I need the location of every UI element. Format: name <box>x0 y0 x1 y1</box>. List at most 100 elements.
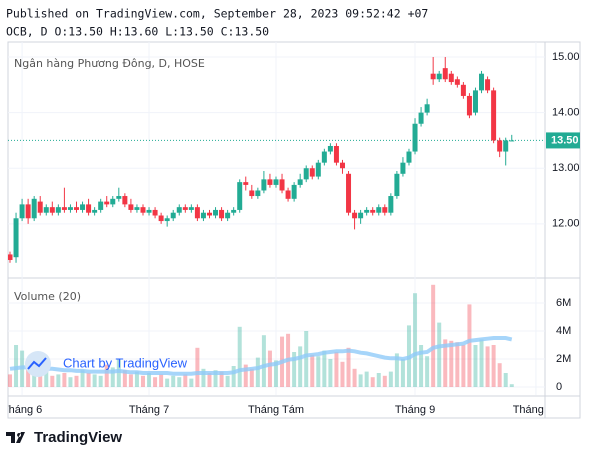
candle-body <box>67 207 73 210</box>
volume-bar <box>195 347 200 387</box>
candle-body <box>485 79 491 91</box>
volume-bar <box>419 345 424 387</box>
x-tick-label: Tháng 6 <box>2 404 42 416</box>
volume-bar <box>449 340 454 387</box>
volume-bar <box>110 367 115 387</box>
v-tick-label: 2M <box>556 353 571 365</box>
candle-body <box>303 168 309 180</box>
candle-body <box>243 182 249 185</box>
v-tick-label: 6M <box>556 297 571 309</box>
volume-ma-line <box>9 336 513 376</box>
volume-bar <box>116 359 121 387</box>
volume-bar <box>183 374 188 387</box>
x-tick-label: Tháng 9 <box>395 404 435 416</box>
volume-bar <box>159 374 164 387</box>
candle-body <box>267 179 273 185</box>
volume-title: Volume (20) <box>14 290 81 303</box>
candle-body <box>249 190 255 197</box>
candle-body <box>122 196 128 205</box>
candle-body <box>321 151 327 163</box>
candle-body <box>279 179 285 191</box>
candle-body <box>8 254 13 260</box>
candle-body <box>237 182 243 210</box>
candle-body <box>388 196 394 213</box>
volume-bar <box>425 356 430 387</box>
volume-bar <box>316 356 321 387</box>
volume-bar <box>207 373 212 387</box>
volume-bar <box>26 366 31 387</box>
volume-bar <box>273 360 278 387</box>
candle-body <box>364 209 370 213</box>
candle-body <box>339 162 345 169</box>
watermark-icon <box>27 357 47 370</box>
volume-bar <box>201 368 206 387</box>
volume-bar <box>189 378 194 387</box>
volume-bar <box>310 354 315 387</box>
volume-bar <box>431 284 436 387</box>
volume-bar <box>56 374 61 387</box>
brand: TradingView <box>34 429 122 446</box>
volume-bar <box>443 339 448 387</box>
candle-body <box>164 218 170 222</box>
candle-body <box>61 207 67 210</box>
candle-body <box>358 212 364 219</box>
volume-bar <box>413 293 418 387</box>
candle-body <box>255 190 261 197</box>
v-tick-label: 0 <box>556 381 562 393</box>
candle-body <box>454 79 460 85</box>
candle-body <box>182 207 188 210</box>
volume-bar <box>231 366 236 387</box>
candle-body <box>406 151 412 163</box>
last-price-label: 13.50 <box>551 134 579 146</box>
volume-bar <box>304 331 309 387</box>
volume-bar <box>62 373 67 387</box>
candle-body <box>31 198 37 219</box>
volume-bar <box>485 346 490 387</box>
candle-body <box>152 209 158 216</box>
volume-bar <box>14 345 19 387</box>
volume-bar <box>255 357 260 387</box>
candle-body <box>291 184 297 199</box>
logo-icon <box>6 432 25 443</box>
candle-body <box>412 123 418 152</box>
volume-bar <box>298 346 303 387</box>
candle-body <box>472 90 478 113</box>
candle-body <box>13 218 19 258</box>
candle-body <box>140 207 146 213</box>
candle-body <box>128 204 134 210</box>
x-tick-label: Tháng 7 <box>129 404 169 416</box>
frame <box>7 41 581 419</box>
volume-bar <box>8 374 12 387</box>
volume-bar <box>261 335 266 387</box>
volume-bar <box>86 373 91 387</box>
volume-bar <box>382 375 387 387</box>
plot: Tháng 6 Tháng 7 Tháng Tám Tháng 9 Tháng 10 <box>2 42 545 416</box>
last-price-tag <box>546 132 580 149</box>
candle-body <box>231 209 237 213</box>
candle-body <box>376 207 382 213</box>
volume-bar <box>267 350 272 387</box>
watermark-text: Chart by TradingView <box>63 355 188 370</box>
x-tick-label: Tháng Tám <box>248 404 304 416</box>
volume-bar <box>128 374 133 387</box>
candle-body <box>92 209 98 213</box>
candle-body <box>400 162 406 174</box>
candle-body <box>442 68 448 80</box>
candle-body <box>200 212 206 219</box>
volume-bar <box>225 375 230 387</box>
candle-body <box>43 207 49 213</box>
volume-bar <box>340 361 345 387</box>
candle-body <box>479 73 485 91</box>
candle-body <box>509 140 515 142</box>
candle-body <box>25 204 31 219</box>
volume-bar <box>98 375 103 387</box>
candle-body <box>273 179 279 185</box>
volume-bar <box>376 373 381 387</box>
symbol-title: Ngân hàng Phương Đông, D, HOSE <box>14 57 205 70</box>
volume-bar <box>165 378 170 387</box>
candle-body <box>418 112 424 124</box>
candle-body <box>73 207 79 210</box>
volume-bar <box>491 345 496 387</box>
candle-body <box>491 90 497 141</box>
